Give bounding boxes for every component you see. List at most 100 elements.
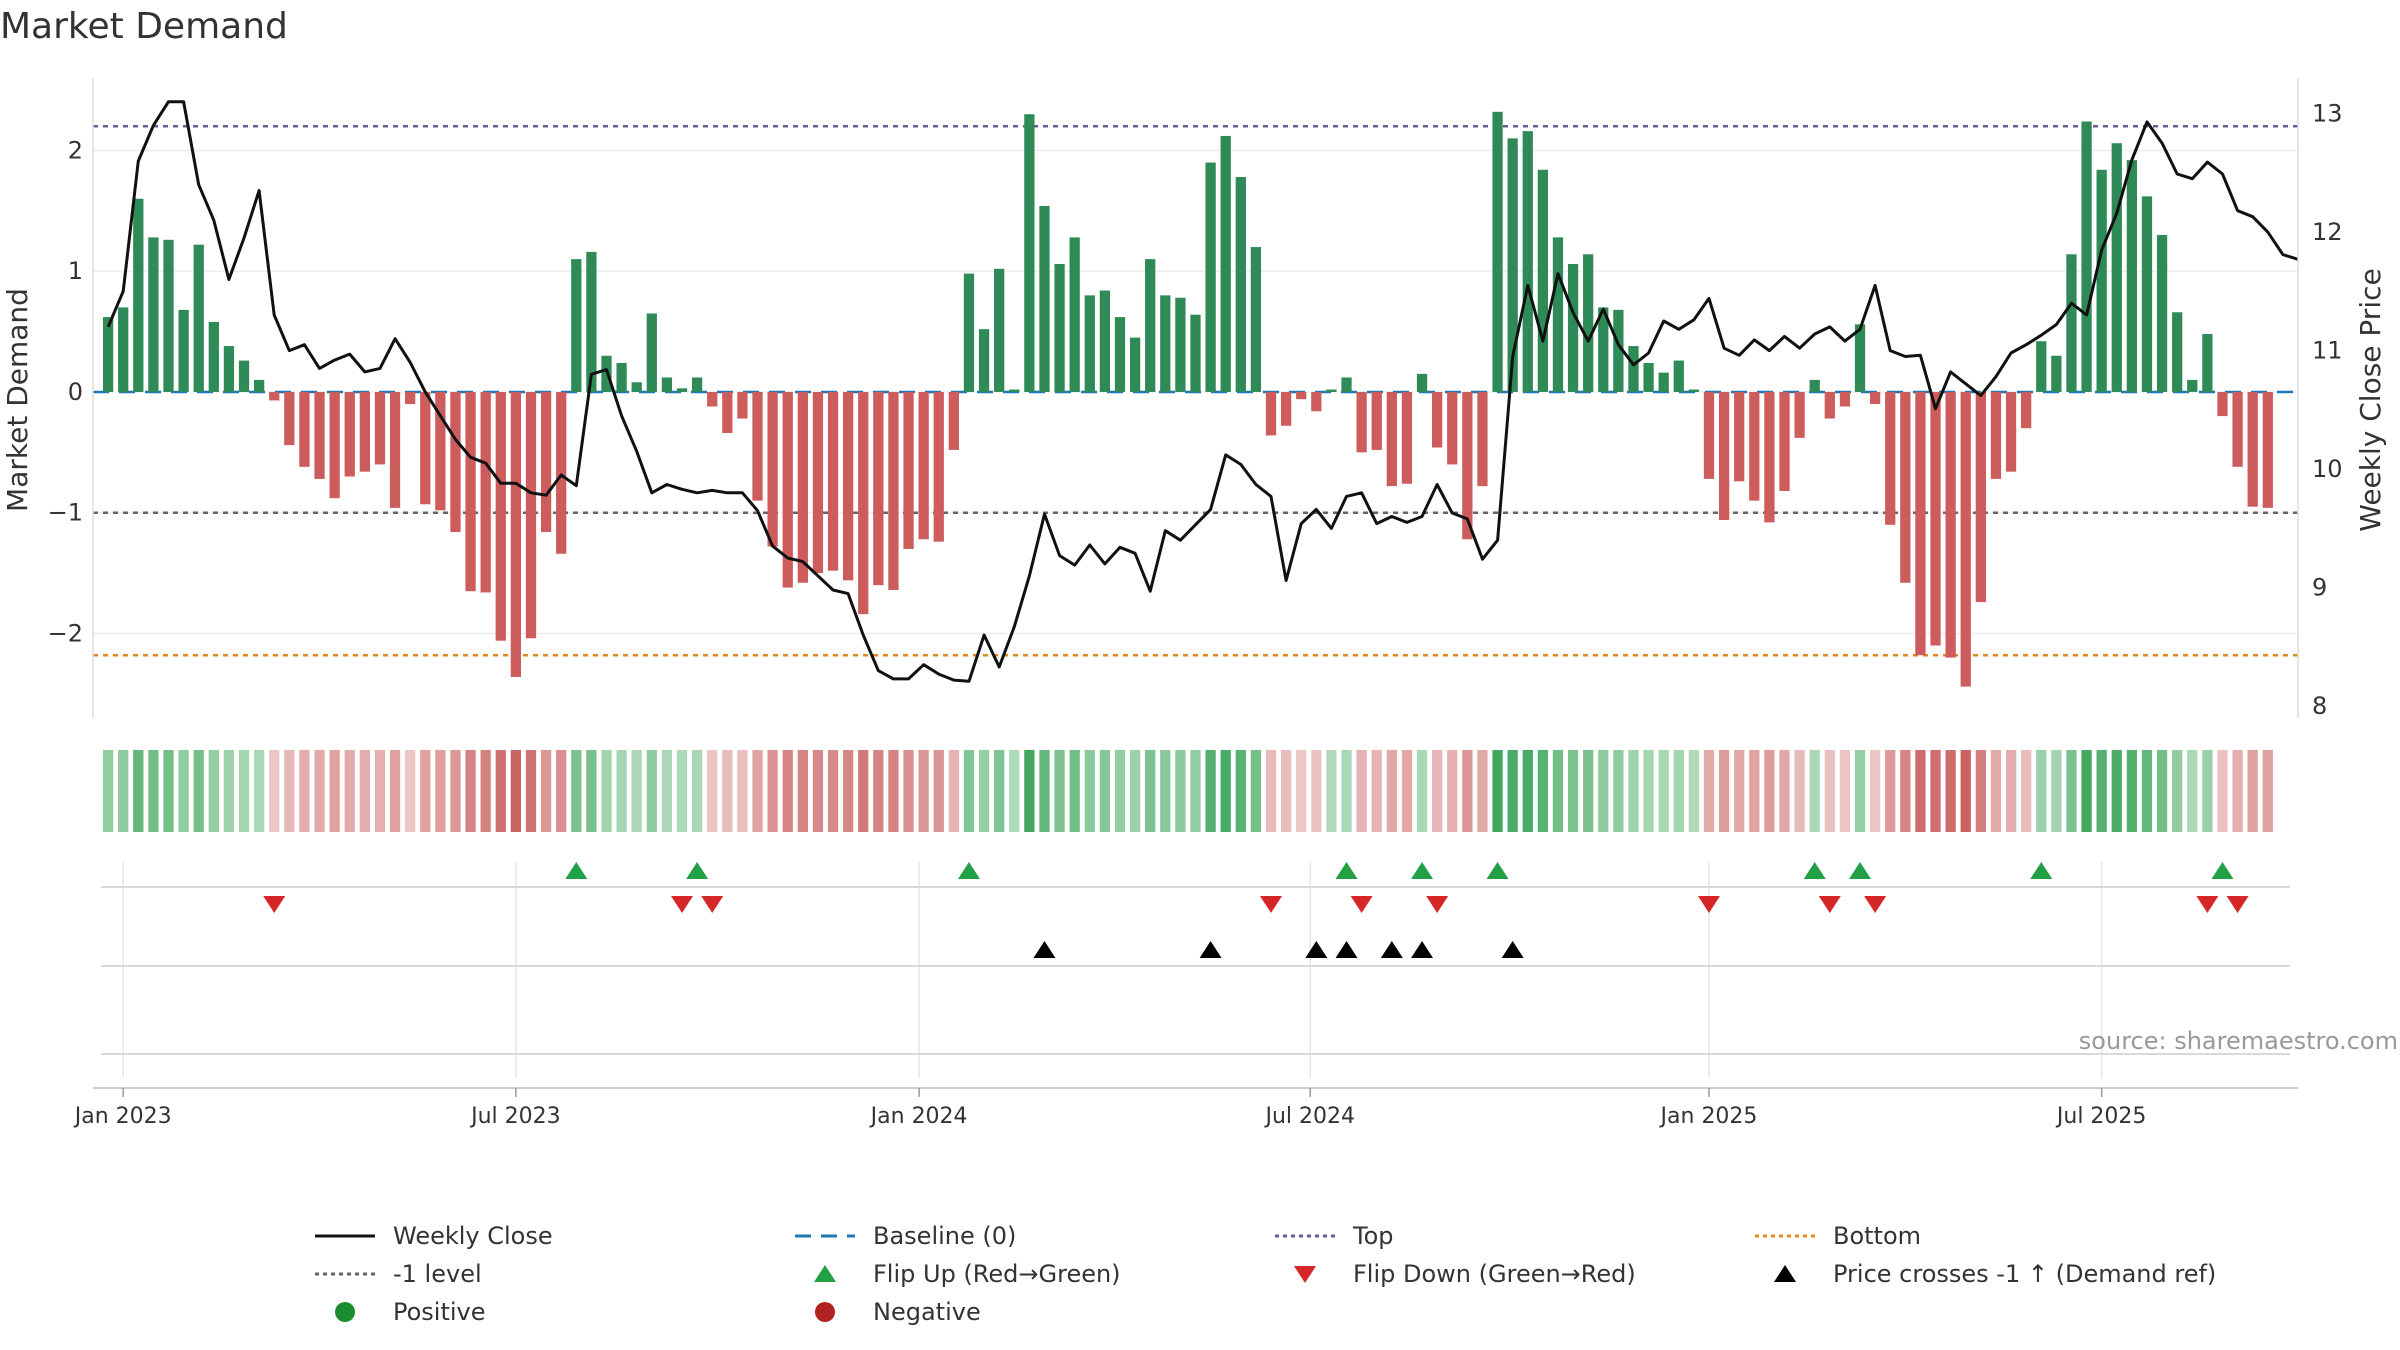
strength-cell	[1930, 750, 1941, 832]
positive-demand-bar	[1114, 317, 1126, 392]
negative-demand-bar	[737, 391, 748, 419]
strength-cell	[344, 750, 355, 832]
legend-line-dotted-icon	[1755, 1234, 1815, 1238]
negative-demand-bar	[1280, 391, 1292, 426]
strength-cell	[1416, 750, 1428, 832]
strength-cell	[556, 750, 567, 832]
strength-cell	[2081, 750, 2092, 832]
strength-cell	[510, 750, 522, 832]
negative-demand-bar	[843, 391, 854, 581]
strength-strip	[102, 750, 2273, 832]
y-axis-left-label: Market Demand	[1, 288, 34, 512]
y-right-tick-label: 11	[2312, 337, 2343, 365]
strength-cell	[1507, 750, 1518, 832]
flip-down-marker	[263, 896, 286, 913]
negative-demand-bar	[903, 391, 914, 549]
flip-down-marker	[1260, 896, 1283, 913]
positive-demand-bar	[178, 309, 189, 392]
negative-demand-bar	[1265, 391, 1277, 436]
y-right-tick-label: 9	[2312, 574, 2327, 602]
positive-demand-bar	[163, 239, 174, 392]
strength-cell	[238, 750, 250, 832]
strength-cell	[1326, 750, 1337, 832]
strength-cell	[948, 750, 959, 832]
negative-demand-bar	[1386, 391, 1397, 487]
strength-cell	[1311, 750, 1322, 832]
strength-cell	[2036, 750, 2047, 832]
strength-cell	[1462, 750, 1473, 832]
legend-label: Positive	[393, 1298, 486, 1326]
legend-line-dotted-icon	[1275, 1234, 1335, 1238]
negative-demand-bar	[1447, 391, 1458, 465]
negative-demand-bar	[1794, 391, 1805, 438]
negative-demand-bar	[420, 391, 431, 505]
negative-demand-bar	[1734, 391, 1745, 482]
negative-demand-bar	[2217, 391, 2228, 417]
positive-demand-bar	[102, 317, 114, 392]
negative-demand-bar	[1839, 391, 1851, 407]
negative-demand-bar	[2247, 391, 2258, 507]
positive-demand-bar	[1054, 263, 1065, 392]
strength-cell	[359, 750, 370, 832]
negative-demand-bar	[2232, 391, 2243, 467]
flip-down-marker	[2226, 896, 2249, 913]
strength-cell	[208, 750, 219, 832]
positive-demand-bar	[2202, 334, 2213, 392]
strength-cell	[450, 750, 461, 832]
positive-demand-bar	[661, 377, 673, 392]
strength-cell	[978, 750, 990, 832]
strength-cell	[1175, 750, 1186, 832]
negative-demand-bar	[389, 391, 401, 508]
strength-cell	[661, 750, 673, 832]
negative-demand-bar	[797, 391, 808, 583]
strength-cell	[1734, 750, 1745, 832]
strength-cell	[389, 750, 401, 832]
y-right-tick-label: 13	[2312, 100, 2343, 128]
negative-demand-bar	[782, 391, 793, 588]
strength-cell	[2217, 750, 2228, 832]
positive-demand-bar	[1069, 237, 1080, 392]
negative-demand-bar	[1990, 391, 2002, 479]
strength-cell	[586, 750, 597, 832]
legend-weekly-close: Weekly Close	[315, 1218, 553, 1254]
positive-demand-bar	[1341, 377, 1352, 392]
legend-minus-one-level: -1 level	[315, 1256, 482, 1292]
positive-demand-bar	[1129, 337, 1141, 392]
y-left-tick-label: 0	[68, 378, 83, 406]
x-tick-label: Jan 2023	[73, 1104, 172, 1129]
negative-demand-bar	[510, 391, 522, 677]
strength-cell	[1401, 750, 1413, 832]
positive-demand-bar	[2111, 143, 2122, 392]
strength-cell	[1779, 750, 1790, 832]
strength-cell	[616, 750, 627, 832]
positive-demand-bar	[1024, 114, 1035, 392]
positive-demand-bar	[1537, 169, 1548, 392]
strength-cell	[1024, 750, 1035, 832]
strength-cell	[1129, 750, 1141, 832]
strength-cell	[1749, 750, 1760, 832]
strength-cell	[1235, 750, 1246, 832]
strength-cell	[2051, 750, 2062, 832]
negative-demand-bar	[1401, 391, 1413, 484]
negative-demand-bar	[540, 391, 552, 533]
strength-cell	[1718, 750, 1730, 832]
negative-demand-bar	[1462, 391, 1473, 540]
positive-demand-bar	[1205, 162, 1216, 392]
flip-down-marker	[2196, 896, 2219, 913]
strength-cell	[2187, 750, 2198, 832]
positive-demand-bar	[1160, 295, 1171, 392]
strength-cell	[2021, 750, 2032, 832]
strength-cell	[1084, 750, 1095, 832]
strength-cell	[133, 750, 144, 832]
chart-title: Market Demand	[0, 6, 288, 47]
legend-flip-up: Flip Up (Red→Green)	[795, 1256, 1121, 1292]
positive-demand-bar	[1643, 362, 1654, 392]
strength-cell	[722, 750, 733, 832]
positive-demand-bar	[586, 251, 597, 392]
negative-demand-bar	[1900, 391, 1911, 583]
positive-demand-bar	[2096, 169, 2107, 392]
dot-icon	[815, 1302, 835, 1322]
negative-demand-bar	[1869, 391, 1881, 405]
positive-demand-bar	[1598, 307, 1609, 392]
legend-line-dotted-icon	[315, 1272, 375, 1276]
